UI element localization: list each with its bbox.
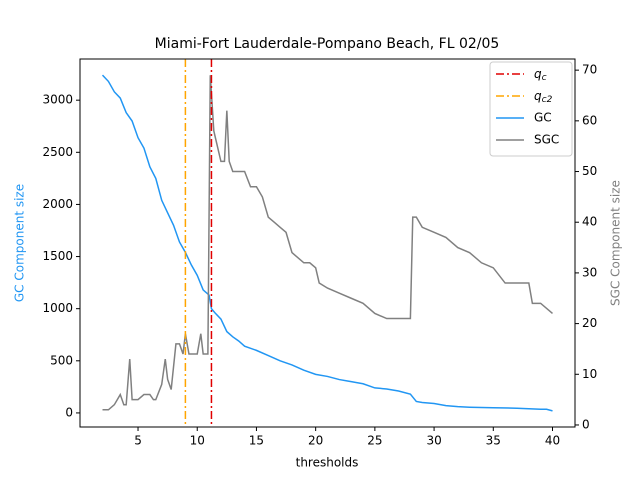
x-tick-label: 40 <box>545 434 560 448</box>
x-axis-label: thresholds <box>296 456 359 470</box>
y2-tick-label: 0 <box>582 417 590 431</box>
legend-label-sub: c2 <box>542 95 553 105</box>
legend-label: SGC <box>534 133 559 147</box>
chart-title: Miami-Fort Lauderdale-Pompano Beach, FL … <box>155 36 500 52</box>
x-tick-label: 25 <box>367 434 382 448</box>
y2-axis-label: SGC Component size <box>609 180 623 306</box>
y-tick-label: 1500 <box>42 249 73 263</box>
y2-tick-label: 10 <box>582 367 597 381</box>
x-tick-label: 35 <box>486 434 501 448</box>
x-tick-label: 15 <box>249 434 264 448</box>
y2-tick-label: 30 <box>582 265 597 279</box>
y-tick-label: 2500 <box>42 145 73 159</box>
legend-label-base: q <box>534 89 542 103</box>
series-line <box>102 75 553 411</box>
y-tick-label: 0 <box>65 405 73 419</box>
y2-tick-label: 70 <box>582 63 597 77</box>
plot-frame <box>79 58 576 428</box>
x-tick-label: 30 <box>426 434 441 448</box>
y2-tick-label: 60 <box>582 113 597 127</box>
y2-tick-label: 50 <box>582 164 597 178</box>
x-tick-label: 20 <box>308 434 323 448</box>
y2-tick-label: 40 <box>582 215 597 229</box>
legend-box <box>489 61 573 157</box>
legend-label-base: q <box>534 67 542 81</box>
x-tick-label: 10 <box>190 434 205 448</box>
legend-label: GC <box>534 111 552 125</box>
y-tick-label: 3000 <box>42 93 73 107</box>
y-tick-label: 1000 <box>42 301 73 315</box>
y-axis-label: GC Component size <box>13 184 27 302</box>
legend-label: qc <box>534 67 547 83</box>
x-tick-label: 5 <box>134 434 142 448</box>
legend-label-sub: c <box>542 73 547 83</box>
y-tick-label: 500 <box>50 353 73 367</box>
legend-label: qc2 <box>534 89 553 105</box>
series-line <box>101 74 553 412</box>
y2-tick-label: 20 <box>582 316 597 330</box>
y-tick-label: 2000 <box>42 197 73 211</box>
